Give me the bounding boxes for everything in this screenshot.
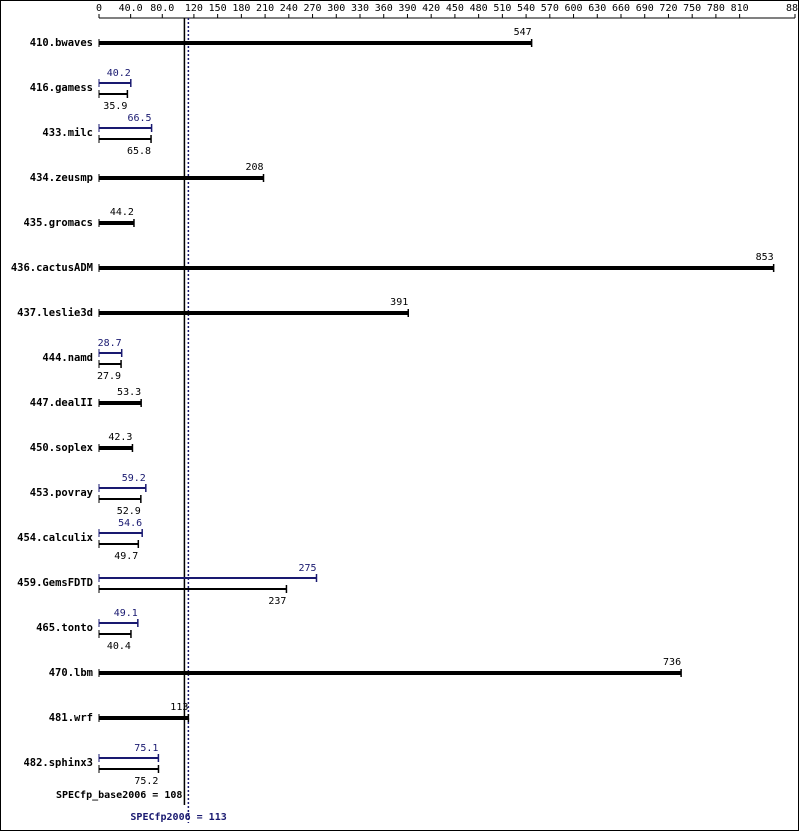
x-tick-label: 240 xyxy=(280,3,298,14)
bar xyxy=(99,577,317,579)
value-label: 54.6 xyxy=(118,518,142,529)
x-tick-label: 420 xyxy=(422,3,440,14)
x-tick-label: 750 xyxy=(683,3,701,14)
x-tick-label: 450 xyxy=(446,3,464,14)
bar xyxy=(99,498,141,500)
bar xyxy=(99,633,131,635)
bar xyxy=(99,532,143,534)
x-tick-label: 880 xyxy=(786,3,799,14)
x-tick-label: 120 xyxy=(185,3,203,14)
value-label: 113 xyxy=(170,702,188,713)
x-tick-label: 300 xyxy=(327,3,345,14)
value-label: 65.8 xyxy=(127,146,151,157)
category-label: 435.gromacs xyxy=(23,217,93,229)
x-tick-label: 270 xyxy=(304,3,322,14)
x-tick-label: 390 xyxy=(398,3,416,14)
x-tick-label: 0 xyxy=(96,3,102,14)
bar xyxy=(99,127,152,129)
bar xyxy=(99,93,128,95)
bar xyxy=(99,768,159,770)
value-label: 547 xyxy=(514,27,532,38)
category-label: 459.GemsFDTD xyxy=(17,577,93,589)
value-label: 237 xyxy=(268,596,286,607)
bar xyxy=(99,221,134,225)
x-tick-label: 600 xyxy=(565,3,583,14)
value-label: 28.7 xyxy=(98,338,122,349)
value-label: 42.3 xyxy=(108,432,132,443)
value-label: 66.5 xyxy=(128,113,152,124)
x-tick-label: 180 xyxy=(232,3,250,14)
bar xyxy=(99,176,264,180)
category-label: 437.leslie3d xyxy=(17,307,93,319)
category-label: 465.tonto xyxy=(36,622,93,634)
category-label: 433.milc xyxy=(42,127,93,139)
category-label: 453.povray xyxy=(30,487,94,499)
value-label: 40.4 xyxy=(107,641,131,652)
bar xyxy=(99,757,159,759)
bar xyxy=(99,266,774,270)
category-label: 444.namd xyxy=(42,352,93,364)
x-tick-label: 360 xyxy=(375,3,393,14)
bar xyxy=(99,82,131,84)
x-tick-label: 660 xyxy=(612,3,630,14)
value-label: 53.3 xyxy=(117,387,141,398)
category-label: 482.sphinx3 xyxy=(23,757,93,769)
bar xyxy=(99,363,122,365)
value-label: 49.1 xyxy=(114,608,138,619)
category-label: 481.wrf xyxy=(49,712,93,724)
x-tick-label: 780 xyxy=(707,3,725,14)
value-label: 75.2 xyxy=(134,776,158,787)
value-label: 208 xyxy=(245,162,263,173)
x-tick-label: 690 xyxy=(636,3,654,14)
category-label: 416.gamess xyxy=(30,82,93,94)
bar xyxy=(99,622,138,624)
bar xyxy=(99,487,146,489)
value-label: 27.9 xyxy=(97,371,121,382)
value-label: 391 xyxy=(390,297,408,308)
x-tick-label: 510 xyxy=(493,3,511,14)
bar xyxy=(99,352,122,354)
x-tick-label: 150 xyxy=(209,3,227,14)
value-label: 40.2 xyxy=(107,68,131,79)
x-tick-label: 630 xyxy=(588,3,606,14)
value-label: 75.1 xyxy=(134,743,158,754)
bar xyxy=(99,716,189,720)
x-tick-label: 720 xyxy=(659,3,677,14)
x-tick-label: 540 xyxy=(517,3,535,14)
value-label: 35.9 xyxy=(103,101,127,112)
category-label: 450.soplex xyxy=(30,442,94,454)
x-tick-label: 80.0 xyxy=(150,3,174,14)
x-tick-label: 210 xyxy=(256,3,274,14)
category-label: 434.zeusmp xyxy=(30,172,93,184)
reference-label: SPECfp_base2006 = 108 xyxy=(56,790,182,801)
bar xyxy=(99,401,142,405)
category-label: 436.cactusADM xyxy=(11,262,93,274)
category-label: 454.calculix xyxy=(17,532,94,544)
bar xyxy=(99,446,133,450)
bar xyxy=(99,543,139,545)
bar xyxy=(99,41,532,45)
category-label: 470.lbm xyxy=(49,667,93,679)
bar xyxy=(99,138,152,140)
bar xyxy=(99,588,287,590)
x-tick-label: 810 xyxy=(731,3,749,14)
x-tick-label: 570 xyxy=(541,3,559,14)
value-label: 736 xyxy=(663,657,681,668)
category-label: 447.dealII xyxy=(30,397,93,409)
value-label: 49.7 xyxy=(114,551,138,562)
reference-label: SPECfp2006 = 113 xyxy=(130,812,226,823)
x-tick-label: 480 xyxy=(470,3,488,14)
x-tick-label: 330 xyxy=(351,3,369,14)
bar xyxy=(99,671,682,675)
category-label: 410.bwaves xyxy=(30,37,93,49)
bar xyxy=(99,311,409,315)
value-label: 853 xyxy=(756,252,774,263)
value-label: 52.9 xyxy=(117,506,141,517)
value-label: 59.2 xyxy=(122,473,146,484)
x-tick-label: 40.0 xyxy=(119,3,143,14)
value-label: 44.2 xyxy=(110,207,134,218)
value-label: 275 xyxy=(298,563,316,574)
